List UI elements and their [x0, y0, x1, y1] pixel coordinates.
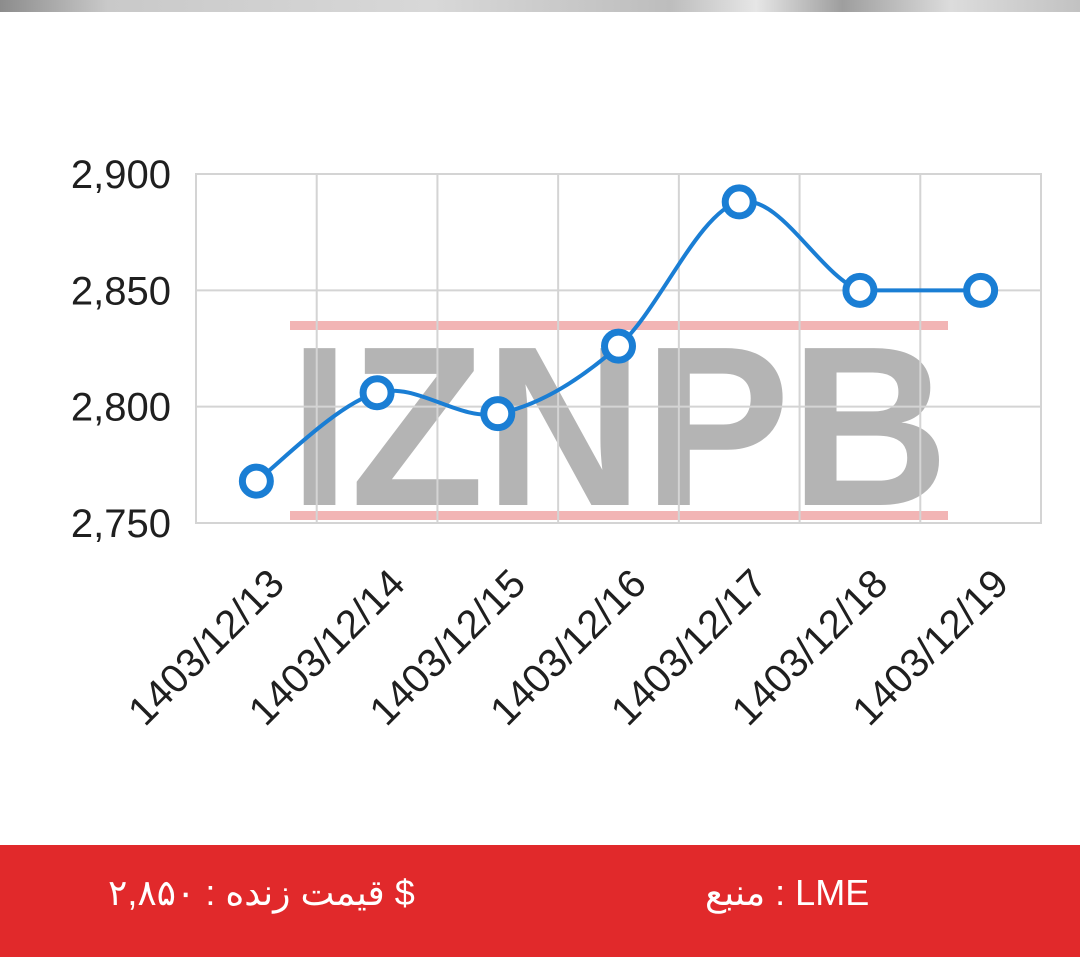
y-tick-label: 2,850	[71, 269, 171, 313]
footer-bar: منبع : LME قیمت زنده : ۲,۸۵۰ $	[0, 845, 1080, 957]
y-tick-label: 2,800	[71, 386, 171, 430]
x-axis-ticks: 1403/12/131403/12/141403/12/151403/12/16…	[120, 561, 1017, 734]
data-point	[963, 272, 999, 308]
data-point	[238, 463, 274, 499]
y-tick-label: 2,900	[71, 153, 171, 197]
data-points	[238, 184, 999, 499]
live-price-label: قیمت زنده : ۲,۸۵۰ $	[108, 872, 415, 913]
data-point	[601, 328, 636, 364]
y-axis-ticks: 2,750 2,800 2,850 2,900	[71, 153, 171, 546]
data-point	[359, 375, 395, 411]
chart-grid	[195, 173, 1042, 524]
watermark-band-top	[290, 321, 948, 330]
y-tick-label: 2,750	[71, 502, 171, 546]
data-point	[842, 272, 878, 308]
data-point	[480, 396, 516, 432]
data-point	[721, 184, 757, 220]
watermark-band-bottom	[290, 511, 948, 520]
top-image-strip	[0, 0, 1080, 12]
source-label: منبع : LME	[705, 872, 870, 913]
